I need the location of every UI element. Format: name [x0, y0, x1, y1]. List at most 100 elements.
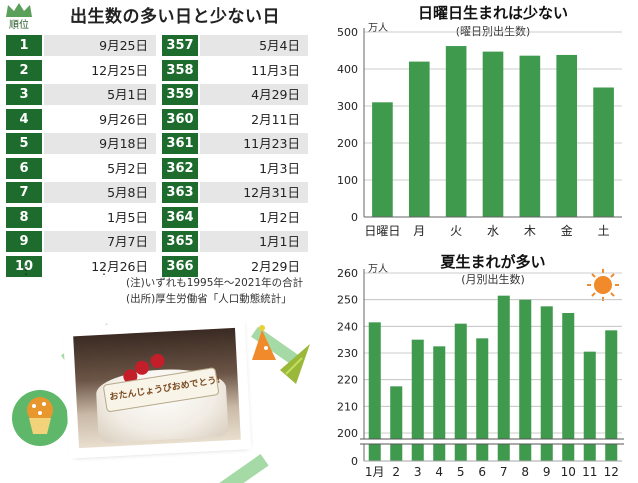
y-tick-label: 240: [337, 320, 358, 333]
y-tick-label: 200: [337, 137, 358, 150]
bar: [519, 55, 541, 218]
y-tick-label: 500: [337, 26, 358, 39]
ranking-table: 1 9月25日 357 5月4日 2 12月25日 358 11月3日 3 5月1日 359 4月29…: [6, 34, 308, 279]
x-tick-label: 金: [561, 223, 573, 238]
note-source: (出所)厚生労働省「人口動態統計」: [126, 293, 292, 305]
cake-photo: おたんじょうびおめでとう!: [66, 321, 248, 455]
x-tick-label: 3: [414, 465, 422, 479]
date-top: 12月25日: [91, 62, 148, 78]
date-top: 9月26日: [99, 111, 148, 127]
muffin-icon: [12, 390, 68, 446]
date-bottom: 1月1日: [200, 231, 308, 252]
y-tick-label: 260: [337, 267, 358, 280]
bar: [390, 386, 403, 461]
rank-top: 7: [6, 182, 42, 203]
x-tick-label: 日曜日: [364, 224, 400, 238]
x-tick-label: 土: [598, 224, 610, 238]
x-tick-label: 4: [435, 465, 443, 479]
rank-badge: 順位: [4, 2, 34, 32]
date-bottom: 1月3日: [259, 160, 300, 176]
bar: [605, 330, 618, 461]
left-title: 出生数の多い日と少ない日: [70, 7, 280, 27]
table-row: 2 12月25日 358 11月3日: [6, 59, 308, 82]
rank-bottom: 357: [162, 35, 198, 56]
bar: [556, 54, 578, 217]
bar: [411, 339, 424, 461]
date-top: 1月5日: [107, 209, 148, 225]
weekday-chart: 日曜日生まれは少ない (曜日別出生数) 万人 0 100 200 300 400 500 日曜日月…: [337, 4, 622, 238]
x-tick-label: 5: [457, 465, 465, 479]
date-bottom: 2月29日: [251, 258, 300, 274]
rank-bottom: 362: [162, 157, 198, 179]
party-hat-icon: [252, 325, 276, 360]
rank-bottom: 360: [162, 108, 198, 130]
rank-top: 9: [6, 231, 42, 252]
chart-subtitle: (曜日別出生数): [456, 24, 531, 38]
x-tick-label: 9: [543, 465, 551, 479]
rank-top: 4: [6, 108, 42, 130]
stripe-deco: [211, 454, 269, 483]
date-top: 12月26日: [91, 258, 148, 274]
y-tick-label: 100: [337, 174, 358, 187]
chart-subtitle: (月別出生数): [461, 272, 525, 286]
date-bottom: 2月11日: [251, 111, 300, 127]
ellipsis-mid: ⋮: [98, 263, 110, 277]
date-top: 5月8日: [44, 182, 156, 203]
rank-top: 2: [6, 59, 42, 81]
y-tick-label: 220: [337, 374, 358, 387]
bar: [583, 351, 596, 461]
note-period: (注)いずれも1995年～2021年の合計: [126, 277, 304, 289]
bar: [562, 313, 575, 461]
table-row: 7 5月8日 363 12月31日: [6, 181, 308, 204]
crown-icon: [6, 3, 32, 17]
rank-top: 10: [6, 255, 42, 277]
table-row: 3 5月1日 359 4月29日: [6, 83, 308, 106]
x-tick-label: 2: [392, 465, 400, 479]
date-bottom: 12月31日: [200, 182, 308, 203]
rank-bottom: 363: [162, 182, 198, 203]
date-bottom: 1月2日: [259, 209, 300, 225]
bar: [476, 338, 489, 461]
y-tick-label: 400: [337, 63, 358, 76]
table-row: 6 5月2日 362 1月3日: [6, 157, 308, 180]
bar: [408, 61, 430, 217]
table-row: 8 1月5日 364 1月2日: [6, 206, 308, 229]
rank-label: 順位: [9, 20, 29, 31]
sun-icon: [587, 269, 619, 301]
x-tick-label: 水: [487, 224, 499, 238]
date-bottom: 5月4日: [200, 35, 308, 56]
unit-label: 万人: [368, 22, 388, 34]
y-tick-label: 250: [337, 294, 358, 307]
date-bottom: 11月3日: [251, 62, 300, 78]
axis-break: [360, 439, 624, 444]
date-bottom: 4月29日: [200, 84, 308, 105]
bar: [445, 46, 467, 218]
x-tick-label: 8: [521, 465, 529, 479]
table-row: 10 12月26日 366 2月29日: [6, 255, 308, 278]
rank-bottom: 364: [162, 206, 198, 228]
x-tick-label: 7: [500, 465, 508, 479]
y-tick-label: 0: [351, 211, 358, 224]
table-row: 4 9月26日 360 2月11日: [6, 108, 308, 131]
x-tick-label: 11: [582, 465, 597, 479]
y-tick-label: 300: [337, 100, 358, 113]
bar: [368, 322, 381, 461]
x-tick-label: 1月: [365, 465, 385, 479]
table-row: 9 7月7日 365 1月1日: [6, 230, 308, 253]
x-tick-label: 月: [413, 224, 425, 238]
ellipsis-left: ⋮: [20, 263, 32, 277]
table-row: 5 9月18日 361 11月23日: [6, 132, 308, 155]
chart-title: 夏生まれが多い: [439, 253, 545, 271]
rank-bottom: 365: [162, 231, 198, 252]
party-hat-icon: [280, 344, 310, 384]
x-tick-label: 火: [450, 224, 462, 238]
x-tick-label: 木: [524, 224, 536, 238]
bar: [482, 51, 504, 217]
y-tick-label: 0: [351, 455, 358, 468]
y-tick-label: 210: [337, 400, 358, 413]
bar: [372, 102, 393, 217]
chart-title: 日曜日生まれは少ない: [418, 4, 568, 22]
x-tick-label: 10: [561, 465, 576, 479]
date-top: 9月18日: [44, 133, 156, 154]
